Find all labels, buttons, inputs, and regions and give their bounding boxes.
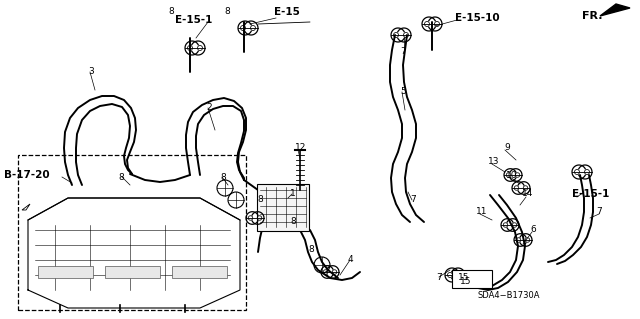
Text: 14: 14 (522, 189, 533, 198)
Bar (172, 266, 227, 278)
Text: 3: 3 (88, 68, 93, 77)
Text: E-15-10: E-15-10 (455, 13, 500, 23)
Text: 8: 8 (257, 196, 263, 204)
Text: 8: 8 (168, 8, 173, 17)
Text: 9: 9 (504, 144, 509, 152)
Text: 8: 8 (308, 246, 314, 255)
Text: SDA4−B1730A: SDA4−B1730A (478, 291, 541, 300)
Bar (105, 266, 160, 278)
Bar (452, 270, 492, 288)
Text: E-15-1: E-15-1 (175, 15, 212, 25)
Text: 12: 12 (295, 144, 307, 152)
Text: 7: 7 (400, 48, 406, 56)
Text: E-15-1: E-15-1 (572, 189, 609, 199)
Text: E-15: E-15 (274, 7, 300, 17)
Text: 10: 10 (506, 172, 518, 181)
Text: 11: 11 (476, 207, 488, 217)
Text: 15: 15 (460, 278, 472, 286)
Text: 8: 8 (224, 8, 230, 17)
Text: 4: 4 (348, 256, 354, 264)
Text: 1: 1 (290, 189, 296, 198)
Text: 15: 15 (458, 273, 470, 283)
Text: 8: 8 (290, 218, 296, 226)
Polygon shape (600, 4, 630, 16)
Text: 2: 2 (206, 103, 212, 113)
Text: 8: 8 (118, 174, 124, 182)
Polygon shape (22, 204, 30, 210)
Text: 8: 8 (220, 174, 226, 182)
Bar (18, 155, 246, 310)
Text: 13: 13 (488, 158, 499, 167)
Text: B-17-20: B-17-20 (4, 170, 50, 180)
Text: 7: 7 (596, 207, 602, 217)
FancyBboxPatch shape (257, 184, 309, 231)
Bar (38, 266, 93, 278)
Text: 7: 7 (436, 272, 442, 281)
Text: 5: 5 (400, 87, 406, 97)
Text: 6: 6 (530, 226, 536, 234)
Text: FR.: FR. (582, 11, 602, 21)
Text: 7: 7 (410, 196, 416, 204)
